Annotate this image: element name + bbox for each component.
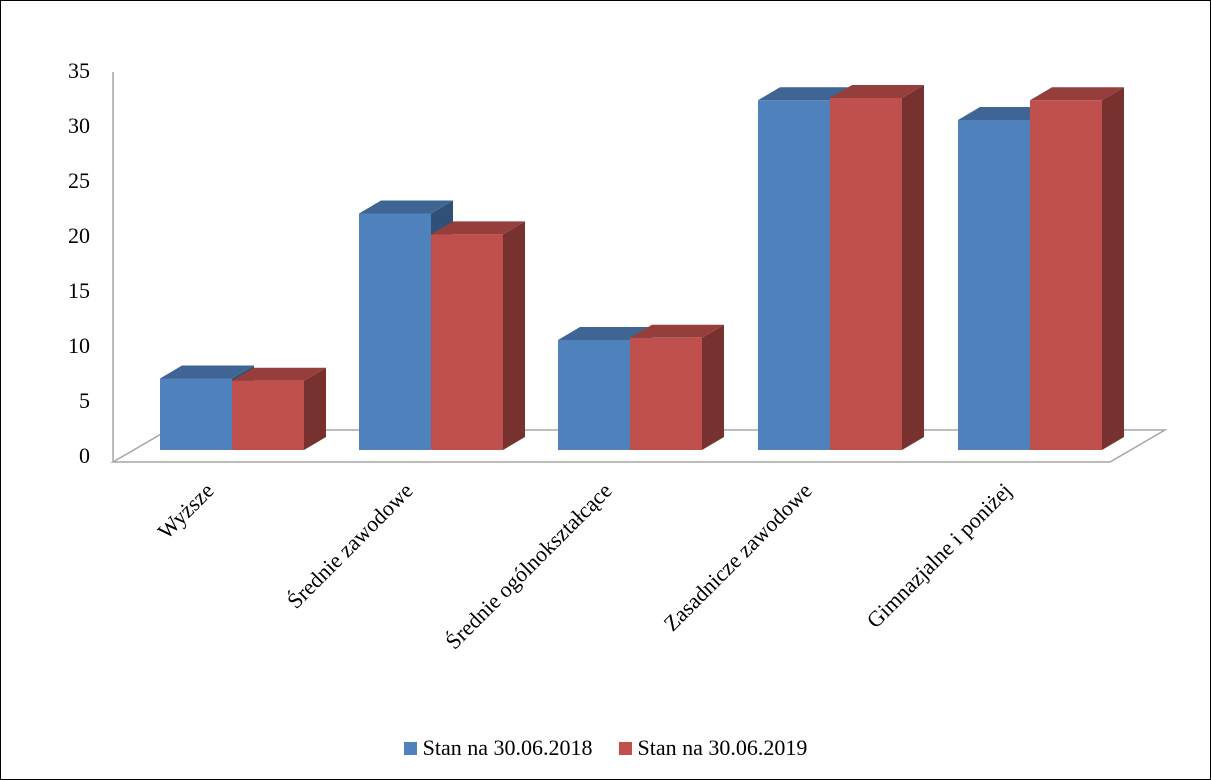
bar-side (1102, 87, 1124, 450)
y-tick-label: 25 (68, 168, 90, 193)
x-tick-label: Zasadnicze zawodowe (658, 478, 816, 636)
legend-label-2018: Stan na 30.06.2018 (422, 735, 593, 760)
bar-side (304, 367, 326, 450)
bar-top (630, 324, 724, 338)
bar-side (503, 221, 525, 450)
bar-top (558, 327, 652, 340)
y-tick-label: 0 (79, 443, 90, 468)
bar (830, 98, 902, 450)
y-tick-label: 15 (68, 278, 90, 303)
legend: Stan na 30.06.2018 Stan na 30.06.2019 (0, 735, 1211, 761)
bar (160, 378, 232, 450)
bar (431, 234, 503, 450)
bar-top (359, 200, 453, 214)
bar (232, 380, 304, 450)
bar-top (160, 365, 254, 379)
bar-top (758, 87, 852, 101)
bar-top (1030, 87, 1124, 101)
x-tick-label: Wyższe (153, 478, 219, 544)
y-tick-label: 35 (68, 58, 90, 83)
bar-top (431, 221, 525, 235)
bar (359, 213, 431, 450)
legend-label-2019: Stan na 30.06.2019 (637, 735, 808, 760)
bar-top (232, 367, 326, 381)
x-tick-label: Średnie ogólnokształcące (440, 478, 616, 654)
bar-top (958, 107, 1052, 120)
y-tick-label: 30 (68, 113, 90, 138)
legend-item-2018: Stan na 30.06.2018 (403, 735, 593, 761)
legend-swatch-2018 (403, 741, 417, 755)
y-tick-label: 10 (68, 333, 90, 358)
x-tick-label: Średnie zawodowe (282, 478, 418, 614)
legend-item-2019: Stan na 30.06.2019 (618, 735, 808, 761)
bar-top (830, 85, 924, 98)
bar (558, 340, 630, 450)
x-tick-label: Gimnazjalne i poniżej (861, 478, 1016, 633)
bar (1030, 100, 1102, 450)
y-tick-label: 20 (68, 223, 90, 248)
bar (630, 337, 702, 450)
bar (958, 120, 1030, 450)
legend-swatch-2019 (618, 741, 632, 755)
bar-side (702, 324, 724, 450)
bar (758, 100, 830, 450)
bar-side (902, 85, 924, 450)
y-tick-label: 5 (79, 388, 90, 413)
